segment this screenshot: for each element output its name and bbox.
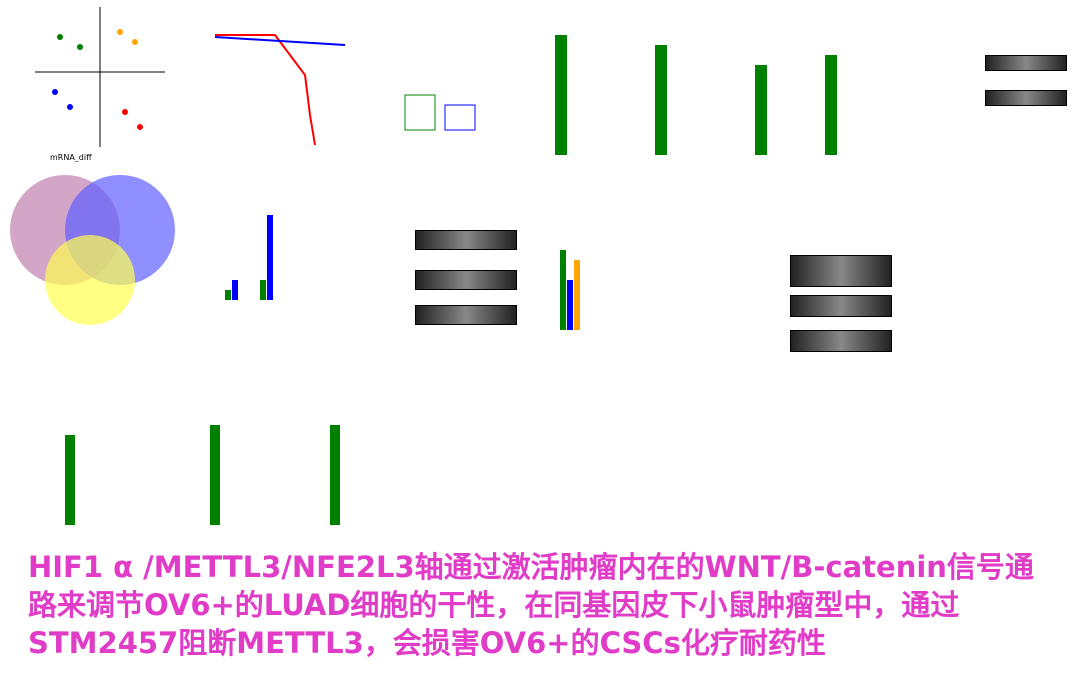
summary-caption: HIF1 α /METTL3/NFE2L3轴通过激活肿瘤内在的WNT/B-cat… (28, 550, 1034, 660)
hypoxia-blot (730, 200, 910, 360)
bottom-bar-charts (65, 425, 340, 525)
survival-panel (185, 5, 365, 165)
scatter-panel: mRNA_diff (10, 2, 170, 162)
risk-boxplot (404, 94, 476, 131)
blot-row-2 (415, 270, 517, 290)
blot-row-3 (415, 305, 517, 325)
right-band-1 (985, 55, 1067, 71)
hif1a-band (790, 255, 892, 287)
scatter-plot: mRNA_diff (35, 7, 165, 162)
blot-row-1 (415, 230, 517, 250)
scatter-xlabel: mRNA_diff (50, 153, 92, 162)
right-blots (905, 0, 1080, 370)
expr-chart (225, 215, 273, 300)
venn-diagram (10, 175, 175, 325)
mettl3-band (790, 295, 892, 317)
blot-top (370, 195, 530, 335)
h1299-panel (530, 210, 710, 360)
venn-panel (5, 160, 180, 325)
h1299-chart (560, 250, 580, 330)
gadph-band (790, 330, 892, 352)
luciferase-panels (525, 5, 915, 205)
bottom-charts (10, 370, 1075, 540)
expr-panel (180, 180, 370, 340)
luciferase-charts (555, 35, 837, 155)
risk-panel (375, 40, 495, 160)
right-band-2 (985, 90, 1067, 106)
survival-chart (214, 34, 346, 146)
